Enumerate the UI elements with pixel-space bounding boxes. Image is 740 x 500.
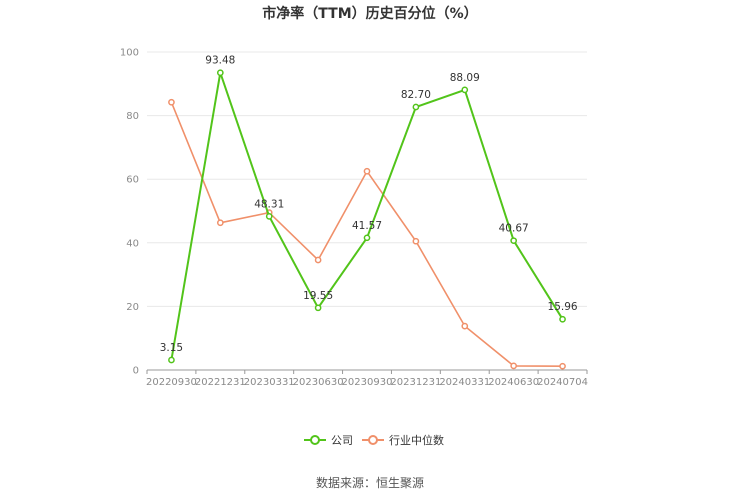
series-point-1: [314, 256, 322, 264]
series-point-0: [216, 69, 224, 77]
y-tick-label: 40: [126, 238, 139, 249]
data-labels: 3.15 93.48 48.31 19.55 41.57 82.70 88.09 40.67 1…: [160, 55, 578, 354]
y-tick-label: 0: [133, 366, 139, 377]
grid: [147, 51, 587, 307]
series-point-0: [510, 237, 518, 245]
y-tick-label: 100: [120, 48, 139, 59]
y-tick-label: 20: [126, 302, 139, 313]
legend-label: 行业中位数: [389, 433, 444, 447]
x-tick-label: 20220930: [146, 377, 197, 388]
data-label: 48.31: [254, 198, 284, 210]
series-point-1: [412, 237, 420, 245]
y-tick-label: 80: [126, 111, 139, 122]
x-tick-label: 20231231: [390, 377, 441, 388]
data-label: 40.67: [499, 223, 529, 235]
legend-label: 公司: [331, 434, 353, 447]
legend-item-0[interactable]: 公司: [304, 434, 353, 447]
x-tick-label: 20230930: [342, 377, 393, 388]
series-point-0: [461, 86, 469, 94]
data-label: 88.09: [450, 72, 480, 84]
series-point-0: [412, 103, 420, 111]
y-tick-label: 60: [126, 175, 139, 186]
x-tick-label: 20221231: [195, 377, 246, 388]
series-point-1: [461, 322, 469, 330]
data-label: 19.55: [303, 290, 333, 302]
legend[interactable]: 公司 行业中位数: [304, 433, 444, 447]
series-point-1: [510, 362, 518, 370]
data-label: 93.48: [205, 55, 235, 67]
axes: 0204060801002022093020221231202303312023…: [120, 48, 588, 389]
series-point-1: [216, 219, 224, 227]
x-tick-label: 20240630: [488, 377, 539, 388]
source-note: 数据来源：恒生聚源: [316, 475, 424, 490]
series-point-1: [168, 98, 175, 106]
x-tick-label: 20240331: [439, 377, 490, 388]
data-label: 82.70: [401, 89, 431, 101]
legend-item-1[interactable]: 行业中位数: [362, 433, 444, 447]
data-label: 41.57: [352, 220, 382, 232]
data-label: 3.15: [160, 342, 183, 354]
x-tick-label: 20230630: [293, 377, 344, 388]
series-point-0: [363, 234, 371, 242]
legend-marker: [368, 435, 378, 445]
series-point-1: [363, 167, 371, 175]
series-point-0: [168, 356, 175, 364]
x-tick-label: 20240704: [537, 377, 588, 388]
series-point-0: [265, 213, 273, 220]
series-point-0: [559, 315, 566, 323]
series-layer: [168, 69, 566, 370]
chart-title: 市净率（TTM）历史百分位（%）: [262, 5, 477, 22]
legend-marker: [310, 435, 320, 445]
series-point-1: [559, 362, 566, 370]
x-tick-label: 20230331: [244, 377, 295, 388]
data-label: 15.96: [548, 301, 578, 313]
series-point-0: [314, 304, 322, 312]
